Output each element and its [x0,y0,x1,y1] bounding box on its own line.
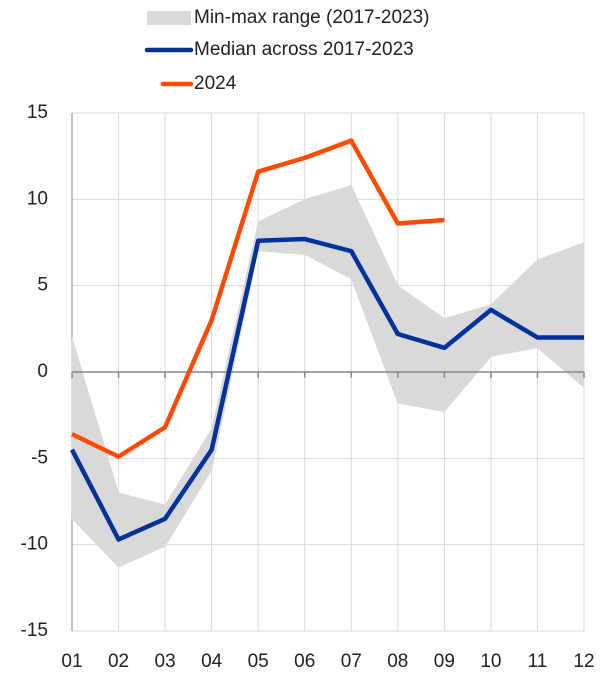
legend-label: Median across 2017-2023 [194,39,414,60]
range-band [257,198,306,255]
x-tick-label: 08 [387,651,408,672]
x-tick-label: 10 [480,651,501,672]
legend-swatch [147,11,191,25]
x-tick-label: 04 [201,651,223,672]
x-tick-label: 01 [61,651,82,672]
x-tick-label: 02 [108,651,129,672]
y-tick-label: -15 [21,620,48,641]
series-line [71,138,445,459]
y-tick-label: 15 [27,102,48,123]
legend-label: Min-max range (2017-2023) [194,7,430,28]
x-tick-label: 11 [528,651,548,672]
x-tick-label: 12 [573,651,594,672]
y-tick-label: -5 [31,447,48,468]
y-tick-label: 0 [37,361,48,382]
series-line [70,236,584,542]
x-tick-label: 03 [155,651,176,672]
legend-label: 2024 [194,73,237,94]
x-tick-label: 07 [341,651,362,672]
range-band [304,185,352,280]
range-band [537,242,585,389]
range-band [444,304,492,413]
y-tick-label: 5 [37,275,48,296]
range-band [490,259,538,357]
x-tick-label: 05 [248,651,269,672]
x-tick-label: 06 [294,651,315,672]
x-tick-label: 09 [434,651,455,672]
y-tick-label: 10 [27,188,48,209]
range-band [397,285,445,413]
y-tick-label: -10 [21,534,48,555]
